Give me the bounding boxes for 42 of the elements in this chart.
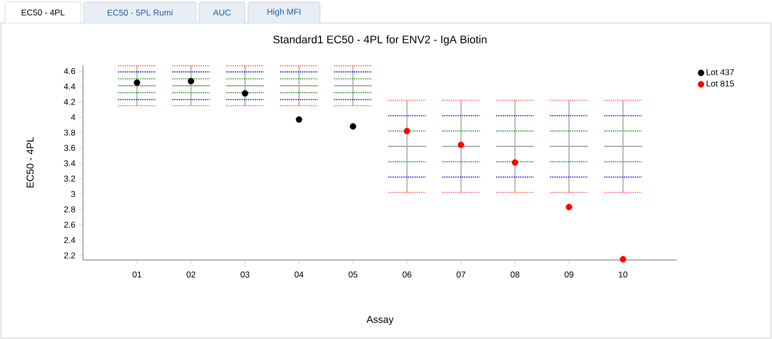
- x-axis-title: Assay: [366, 316, 394, 325]
- x-tick-label: 04: [294, 272, 304, 278]
- point: [566, 204, 572, 210]
- y-tick-label: 2.4: [64, 237, 76, 243]
- y-tick-label: 3: [71, 190, 76, 197]
- text: AUC: [213, 10, 231, 16]
- x-tick-label: 05: [348, 272, 358, 278]
- chart-title: Standard1 EC50 - 4PL for ENV2 - IgA Biotin: [273, 35, 486, 46]
- y-tick-label: 2.8: [64, 206, 76, 212]
- legend-label: Lot 815: [706, 80, 734, 87]
- y-axis-title: EC50 - 4PL: [26, 137, 34, 188]
- point: [512, 159, 518, 166]
- y-tick-label: 3.6: [64, 144, 76, 151]
- point: [242, 90, 248, 97]
- y-tick-label: 4.4: [64, 84, 76, 90]
- point: [188, 78, 194, 84]
- point: [134, 79, 140, 86]
- text: High MFI: [268, 8, 300, 16]
- x-tick-label: 08: [510, 272, 520, 278]
- y-tick-label: 2.6: [64, 222, 76, 228]
- y-tick-label: 3.8: [64, 130, 76, 136]
- point: [404, 128, 410, 134]
- x-tick-label: 06: [402, 272, 412, 278]
- text: EC50 - 4PL: [22, 10, 65, 16]
- y-tick-label: 3.4: [64, 160, 76, 166]
- text: EC50 - 5PL Rumi: [108, 9, 172, 16]
- point: [458, 142, 464, 148]
- y-tick-label: 4.6: [64, 68, 76, 74]
- legend-label: Lot 437: [706, 69, 734, 76]
- y-tick-label: 3.2: [64, 176, 76, 182]
- x-tick-label: 10: [618, 272, 628, 278]
- y-tick-label: 4: [70, 114, 76, 120]
- x-tick-label: 02: [186, 272, 196, 278]
- x-tick-label: 03: [240, 272, 250, 278]
- x-tick-label: 01: [132, 272, 142, 278]
- point: [350, 123, 356, 130]
- x-tick-label: 09: [564, 272, 574, 278]
- x-tick-label: 07: [456, 272, 466, 278]
- point: [296, 116, 302, 123]
- point: [620, 256, 626, 262]
- y-tick-label: 4.2: [64, 98, 76, 105]
- y-tick-label: 2.2: [64, 252, 76, 258]
